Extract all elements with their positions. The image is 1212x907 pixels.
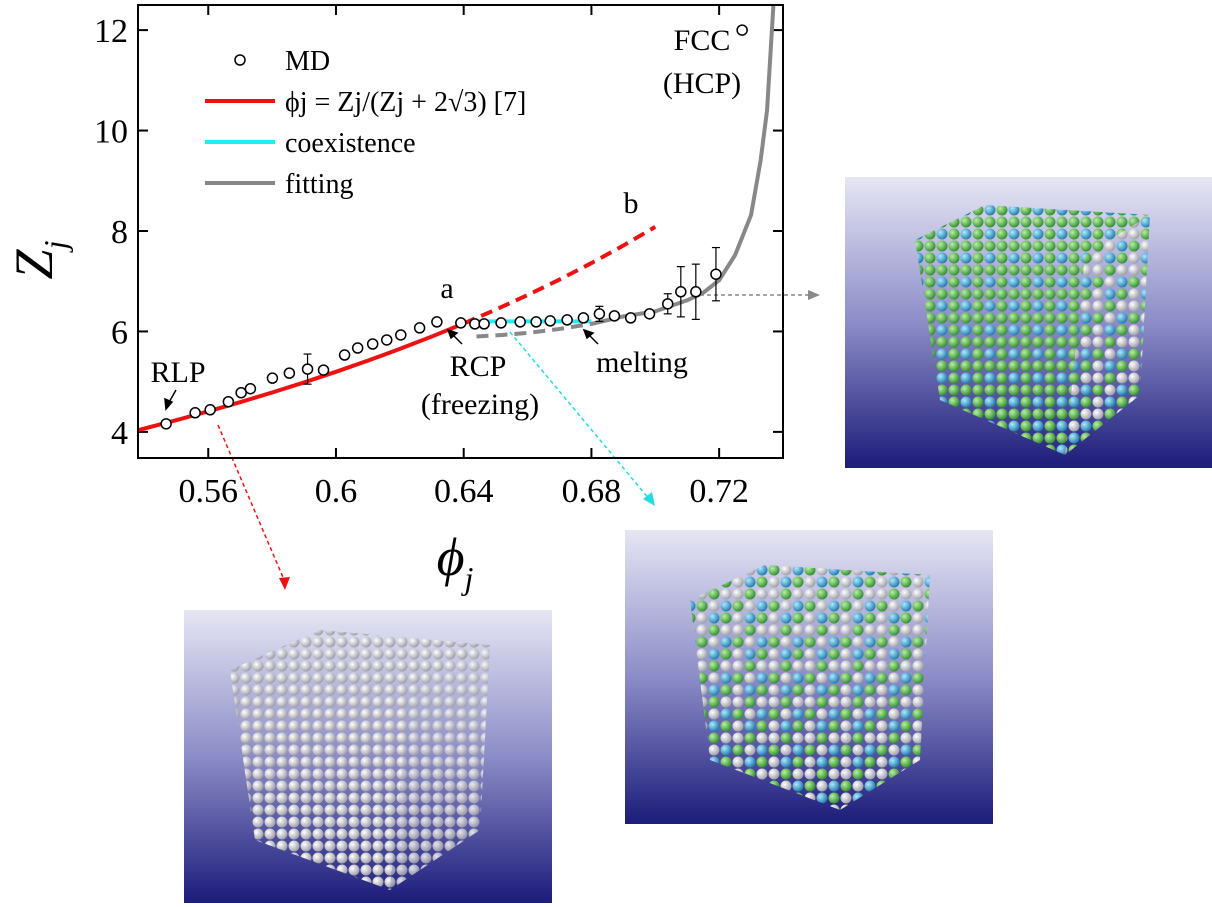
fcc-render	[845, 177, 1212, 468]
md-point	[353, 343, 363, 353]
md-point	[223, 397, 233, 407]
md-point	[382, 335, 392, 345]
x-axis-label: ϕj	[437, 527, 474, 596]
md-point	[626, 313, 636, 323]
x-tick-label: 0.64	[434, 473, 494, 510]
md-point	[415, 323, 425, 333]
md-point	[456, 318, 466, 328]
annotations: a b RLP RCP (freezing) melting FCC (HCP)	[150, 24, 741, 421]
md-point	[284, 368, 294, 378]
legend-marker	[235, 55, 245, 65]
annotation: RLP	[150, 356, 205, 389]
md-point	[645, 309, 655, 319]
md-point	[609, 311, 619, 321]
x-tick-label: 0.72	[689, 473, 749, 510]
annotation: (HCP)	[663, 67, 741, 100]
annotation: (freezing)	[421, 388, 539, 421]
legend-label: fitting	[285, 169, 353, 200]
rlp-render	[184, 610, 552, 903]
annotation: a	[440, 272, 453, 305]
legend-label: MD	[285, 46, 330, 77]
md-point	[161, 419, 171, 429]
y-axis-label: Zj	[4, 240, 73, 279]
curve	[464, 227, 656, 324]
md-point	[545, 316, 555, 326]
legend-label: coexistence	[285, 128, 416, 159]
md-point	[432, 317, 442, 327]
figure: 0.56 0.6 0.64 0.68 0.72 4 6 8 10 12 ϕj Zj MD ϕj = Zj/…	[0, 0, 1212, 907]
y-tick-label: 12	[94, 13, 128, 50]
md-point	[267, 373, 277, 383]
md-point	[205, 405, 215, 415]
md-point	[594, 309, 604, 319]
annotation: melting	[596, 346, 688, 379]
md-point	[676, 287, 686, 297]
md-point	[737, 25, 747, 35]
annotation: b	[624, 187, 639, 220]
md-point	[319, 365, 329, 375]
md-point	[340, 350, 350, 360]
annotation: RCP	[450, 350, 507, 383]
md-point	[396, 330, 406, 340]
y-axis-label-main: Z	[4, 248, 64, 279]
md-point	[562, 315, 572, 325]
md-point	[245, 384, 255, 394]
x-tick-label: 0.6	[315, 473, 358, 510]
md-point	[368, 339, 378, 349]
x-axis-label-main: ϕ	[437, 527, 465, 587]
y-tick-label: 10	[94, 114, 128, 151]
md-point	[303, 364, 313, 374]
legend-label: ϕj = Zj/(Zj + 2√3) [7]	[285, 87, 526, 118]
y-tick-label: 8	[111, 214, 128, 251]
x-tick-label: 0.68	[562, 473, 622, 510]
md-point	[691, 287, 701, 297]
y-tick-label: 4	[111, 415, 128, 452]
annotation: FCC	[674, 24, 731, 57]
md-point	[515, 317, 525, 327]
md-point	[479, 319, 489, 329]
x-tick-label: 0.56	[178, 473, 238, 510]
y-tick-label: 6	[111, 314, 128, 351]
md-point	[711, 269, 721, 279]
coexistence-render	[625, 530, 993, 824]
md-point	[496, 318, 506, 328]
md-point	[190, 408, 200, 418]
md-point	[470, 319, 480, 329]
md-point	[663, 299, 673, 309]
md-point	[578, 313, 588, 323]
md-point	[531, 317, 541, 327]
md-point	[236, 388, 246, 398]
